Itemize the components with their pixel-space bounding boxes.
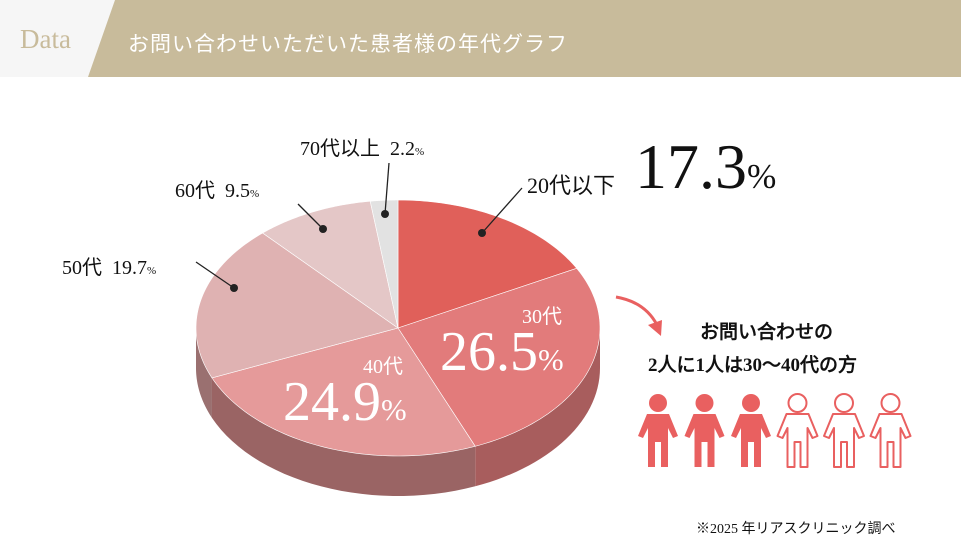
footnote: ※2025 年リアスクリニック調べ <box>696 522 896 537</box>
arrow-head-icon <box>648 320 662 336</box>
callout-line1: お問い合わせの <box>700 322 834 343</box>
pie-slice-20s <box>397 199 578 329</box>
leader-line-20s <box>481 187 523 234</box>
value-20s: 17.3% <box>635 131 777 202</box>
leader-line-50s <box>195 261 235 289</box>
label-70s: 70代以上 2.2% <box>300 138 425 160</box>
pie-side-40s <box>211 377 476 496</box>
pie-slice-50s <box>195 232 399 379</box>
pie-slice-60s <box>262 200 399 329</box>
label-60s: 60代 9.5% <box>175 180 260 202</box>
person-filled-icon <box>684 394 725 467</box>
leader-dot-70s <box>381 210 389 218</box>
leader-line-60s <box>297 203 324 230</box>
leader-dot-60s <box>319 225 327 233</box>
person-filled-icon <box>731 394 771 467</box>
person-outline-icon <box>869 393 912 468</box>
label-40s: 40代 <box>363 356 403 378</box>
leader-line-70s <box>384 162 390 215</box>
label-30s: 30代 <box>522 306 562 328</box>
person-filled-icon <box>638 394 678 467</box>
person-outline-icon <box>823 393 865 468</box>
header-tag: Data <box>20 24 71 54</box>
page-title: お問い合わせいただいた患者様の年代グラフ <box>128 32 568 56</box>
header-bar: Data お問い合わせいただいた患者様の年代グラフ <box>0 0 961 77</box>
pie-slice-30s <box>397 267 601 447</box>
value-30s: 26.5% <box>440 321 564 383</box>
person-outline-icon <box>776 393 819 468</box>
pie-side-50s <box>196 328 212 418</box>
label-20s: 20代以下 <box>527 173 616 198</box>
label-50s: 50代 19.7% <box>62 257 157 279</box>
arrow-icon <box>615 295 659 326</box>
pie-slice-40s <box>211 327 476 457</box>
value-40s: 24.9% <box>283 371 407 433</box>
leader-dot-20s <box>478 229 486 237</box>
pie-slice-70s <box>369 199 399 329</box>
leader-dot-50s <box>230 284 238 292</box>
callout-line2: 2人に1人は30〜40代の方 <box>648 355 858 376</box>
pie-side-30s <box>475 328 600 487</box>
